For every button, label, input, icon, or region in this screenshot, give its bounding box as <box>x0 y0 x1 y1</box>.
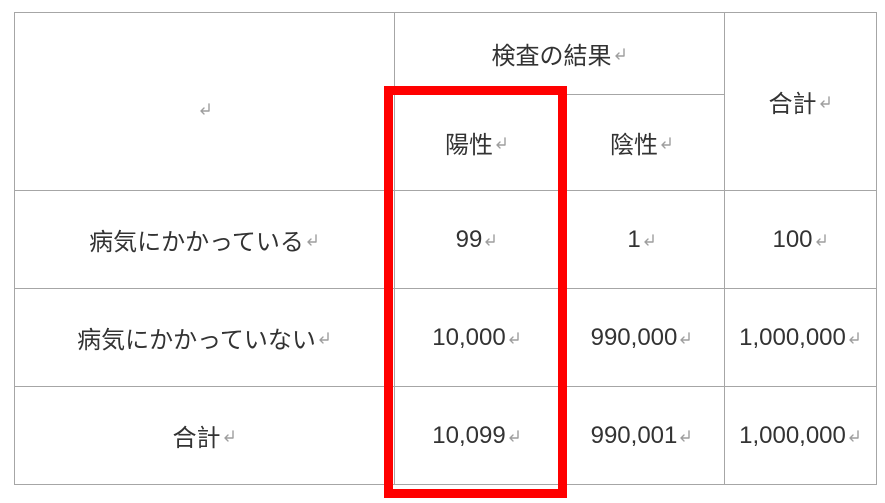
paragraph-mark-icon <box>819 95 833 109</box>
row-positive: 99 <box>456 226 483 254</box>
row-negative-cell: 990,000 <box>560 289 725 387</box>
paragraph-mark-icon <box>318 331 332 345</box>
row-label-cell: 病気にかかっている <box>15 191 395 289</box>
header-negative: 陰性 <box>610 125 658 160</box>
paragraph-mark-icon <box>199 102 213 116</box>
table-row: 合計 10,099 990, <box>15 387 877 485</box>
paragraph-mark-icon <box>679 331 693 345</box>
row-total-cell: 1,000,000 <box>725 387 877 485</box>
paragraph-mark-icon <box>614 47 628 61</box>
row-negative-cell: 990,001 <box>560 387 725 485</box>
row-negative: 990,001 <box>591 422 678 450</box>
header-blank-cell <box>15 13 395 191</box>
row-label: 病気にかかっている <box>89 222 304 257</box>
paragraph-mark-icon <box>508 429 522 443</box>
paragraph-mark-icon <box>815 233 829 247</box>
row-total-cell: 1,000,000 <box>725 289 877 387</box>
paragraph-mark-icon <box>484 233 498 247</box>
row-positive-cell: 99 <box>395 191 560 289</box>
row-negative: 1 <box>627 226 640 254</box>
row-total: 1,000,000 <box>739 324 846 352</box>
paragraph-mark-icon <box>306 233 320 247</box>
header-positive-cell: 陽性 <box>395 95 560 191</box>
paragraph-mark-icon <box>660 136 674 150</box>
row-negative: 990,000 <box>591 324 678 352</box>
page: 検査の結果 合計 <box>0 0 885 503</box>
header-positive: 陽性 <box>445 125 493 160</box>
paragraph-mark-icon <box>508 331 522 345</box>
row-label: 合計 <box>173 418 221 453</box>
row-positive-cell: 10,099 <box>395 387 560 485</box>
row-total: 1,000,000 <box>739 422 846 450</box>
header-result: 検査の結果 <box>492 36 612 71</box>
row-positive: 10,099 <box>432 422 505 450</box>
paragraph-mark-icon <box>848 331 862 345</box>
table-row: 病気にかかっている 99 1 <box>15 191 877 289</box>
header-result-cell: 検査の結果 <box>395 13 725 95</box>
row-negative-cell: 1 <box>560 191 725 289</box>
paragraph-mark-icon <box>643 233 657 247</box>
row-positive: 10,000 <box>432 324 505 352</box>
header-negative-cell: 陰性 <box>560 95 725 191</box>
paragraph-mark-icon <box>223 429 237 443</box>
header-total-cell: 合計 <box>725 13 877 191</box>
row-total-cell: 100 <box>725 191 877 289</box>
row-label-cell: 病気にかかっていない <box>15 289 395 387</box>
row-label: 病気にかかっていない <box>77 320 316 355</box>
row-total: 100 <box>772 226 812 254</box>
row-positive-cell: 10,000 <box>395 289 560 387</box>
row-label-cell: 合計 <box>15 387 395 485</box>
table-row: 病気にかかっていない 10,000 <box>15 289 877 387</box>
paragraph-mark-icon <box>848 429 862 443</box>
header-total: 合計 <box>769 84 817 119</box>
contingency-table: 検査の結果 合計 <box>14 12 877 485</box>
paragraph-mark-icon <box>679 429 693 443</box>
paragraph-mark-icon <box>495 136 509 150</box>
